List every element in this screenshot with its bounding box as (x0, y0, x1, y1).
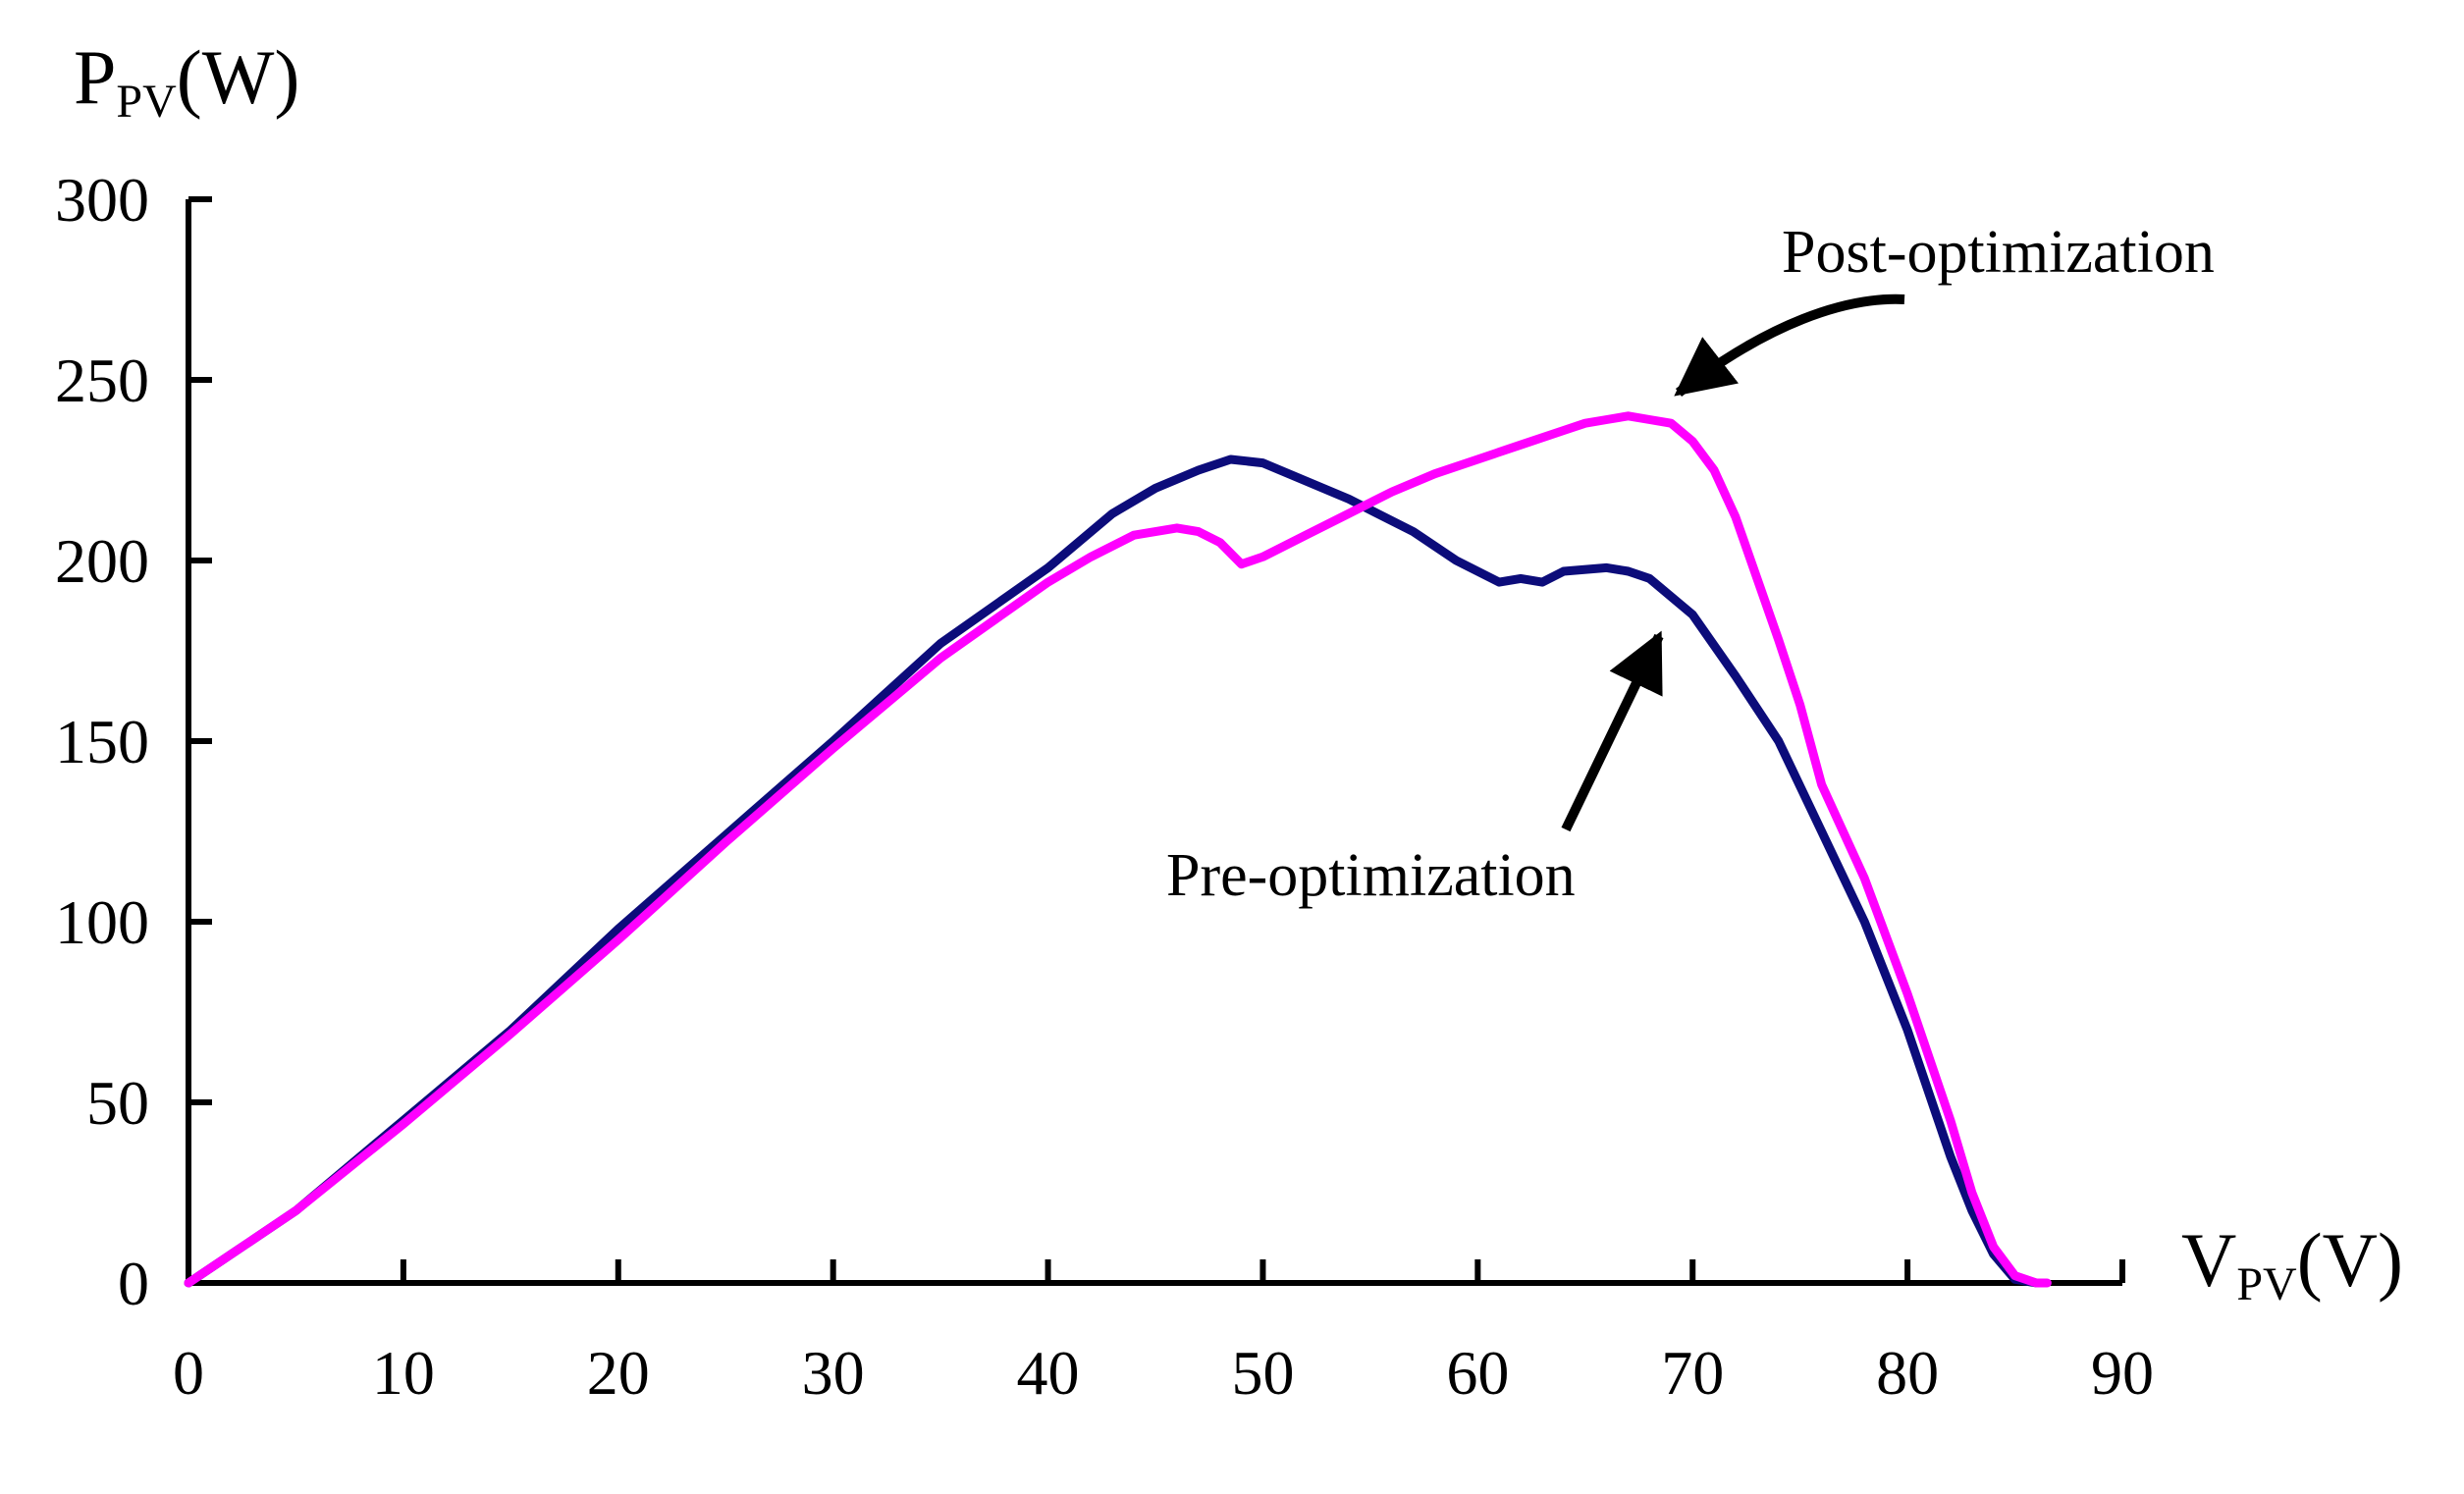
post-optimization-arrow (1674, 293, 1905, 397)
y-tick-label: 100 (55, 887, 149, 957)
x-tick-label: 80 (1876, 1338, 1939, 1408)
x-tick-label: 20 (587, 1338, 650, 1408)
axes (186, 199, 2122, 1286)
x-tick-label: 90 (2091, 1338, 2154, 1408)
x-tick-label: 30 (802, 1338, 865, 1408)
x-tick-label: 70 (1661, 1338, 1724, 1408)
tick-group: 0 10 20 30 40 50 60 70 80 90 0 50 100 150 200 250 300 (55, 165, 2154, 1408)
series-line-post-optimization (184, 411, 2052, 1288)
x-tick-label: 40 (1017, 1338, 1080, 1408)
x-tick-label: 10 (372, 1338, 435, 1408)
x-tick-label: 60 (1446, 1338, 1509, 1408)
series-group (184, 411, 2052, 1288)
post-optimization-label: Post-optimization (1782, 219, 2215, 286)
y-tick-label: 250 (55, 346, 149, 415)
y-tick-label: 200 (55, 526, 149, 596)
x-axis-label: VPV(V) (2181, 1217, 2403, 1310)
y-tick-label: 300 (55, 165, 149, 235)
pre-optimization-label: Pre-optimization (1166, 842, 1576, 909)
y-tick-label: 150 (55, 707, 149, 776)
x-tick-label: 50 (1231, 1338, 1294, 1408)
pre-optimization-arrow (1561, 630, 1664, 832)
series-line-pre-optimization (184, 454, 2041, 1288)
y-tick-label: 50 (86, 1068, 149, 1138)
y-axis-label: PPV(W) (74, 34, 299, 128)
y-tick-label: 0 (118, 1249, 149, 1318)
x-tick-label: 0 (173, 1338, 204, 1408)
